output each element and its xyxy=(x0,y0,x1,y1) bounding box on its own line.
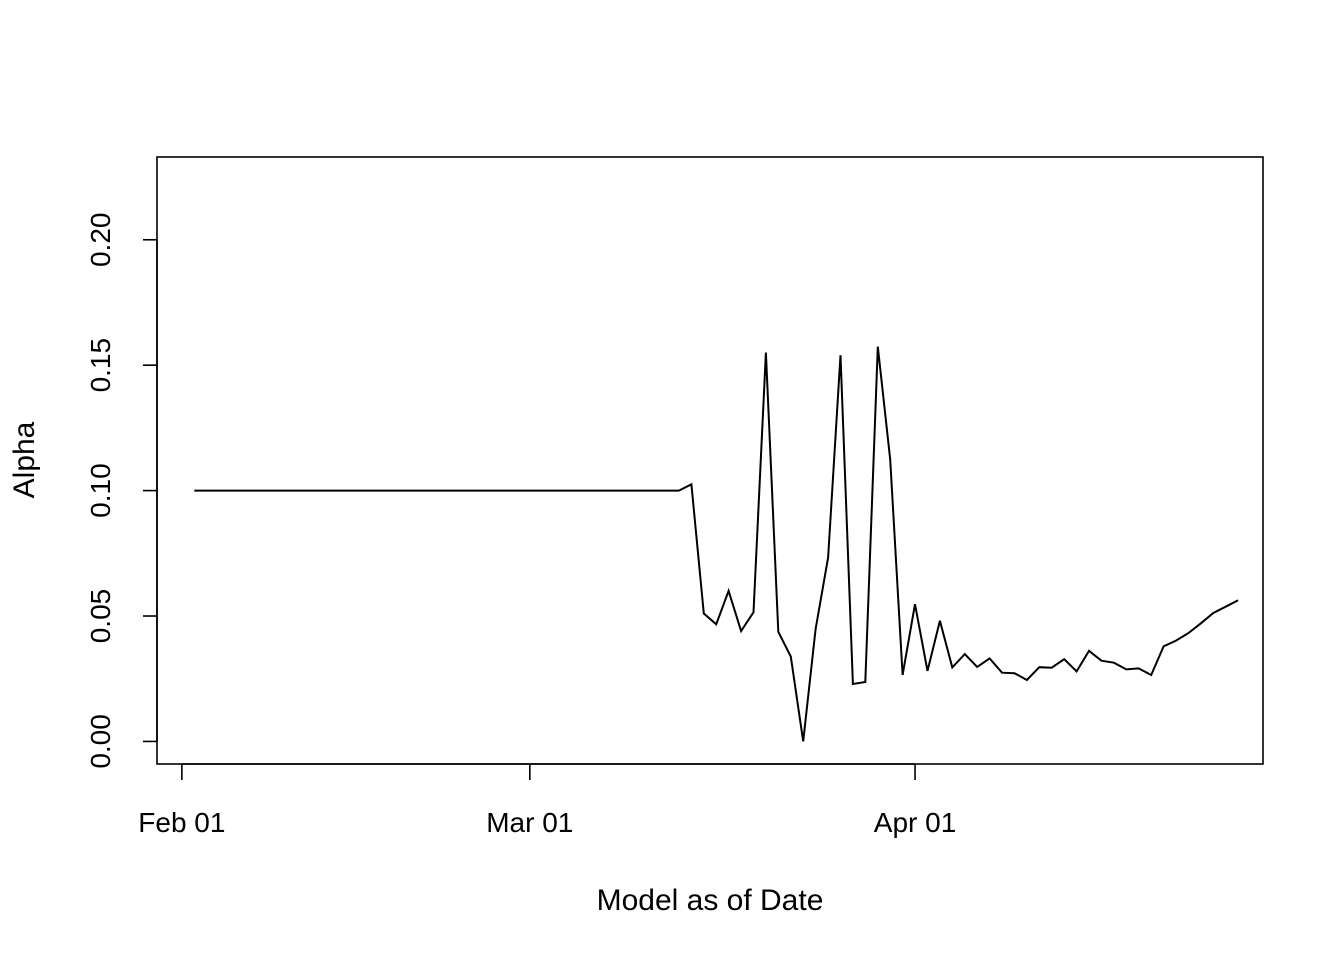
series-line xyxy=(194,346,1239,742)
y-axis-label: Alpha xyxy=(8,421,41,498)
y-tick-label: 0.20 xyxy=(85,213,116,267)
x-tick-label: Feb 01 xyxy=(138,807,225,838)
y-axis: 0.00 0.05 0.10 0.15 0.20 xyxy=(85,213,158,769)
y-tick-label: 0.00 xyxy=(85,714,116,769)
x-tick-label: Mar 01 xyxy=(486,807,573,838)
plot-frame xyxy=(156,156,1264,765)
series-layer xyxy=(194,346,1239,742)
x-axis: Feb 01 Mar 01 Apr 01 xyxy=(138,763,957,838)
y-tick-label: 0.15 xyxy=(85,338,116,393)
y-tick-label: 0.10 xyxy=(85,463,116,518)
x-axis-label: Model as of Date xyxy=(597,884,824,917)
y-tick-label: 0.05 xyxy=(85,589,116,644)
x-tick-label: Apr 01 xyxy=(874,807,957,838)
